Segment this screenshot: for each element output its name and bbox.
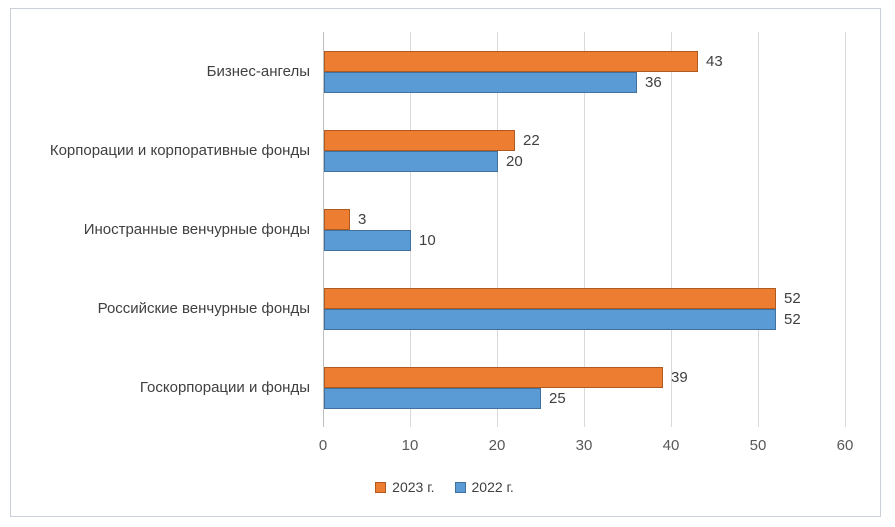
x-tick-label: 50 (749, 437, 767, 454)
bar-series-1-cat-1 (324, 151, 498, 172)
x-tick-label: 0 (318, 437, 328, 454)
x-tick-label: 30 (575, 437, 593, 454)
bar-series-0-cat-3 (324, 288, 776, 309)
category-label: Госкорпорации и фонды (139, 379, 310, 396)
bar-series-0-cat-1 (324, 130, 515, 151)
bar-series-0-cat-0 (324, 51, 698, 72)
gridline (584, 32, 585, 427)
legend-swatch-icon (375, 481, 387, 493)
data-label: 52 (784, 311, 801, 328)
data-label: 52 (784, 290, 801, 307)
category-label: Российские венчурные фонды (97, 300, 310, 317)
legend-label: 2022 г. (471, 479, 514, 495)
legend-swatch-icon (454, 481, 466, 493)
legend-label: 2023 г. (392, 479, 435, 495)
data-label: 25 (549, 390, 566, 407)
data-label: 3 (358, 211, 367, 228)
bar-series-1-cat-4 (324, 388, 541, 409)
bar-series-1-cat-0 (324, 72, 637, 93)
data-label: 36 (645, 74, 662, 91)
legend-item: 2022 г. (454, 479, 514, 495)
x-tick-label: 60 (836, 437, 854, 454)
category-label: Корпорации и корпоративные фонды (49, 142, 310, 159)
bar-series-0-cat-2 (324, 209, 350, 230)
category-label: Бизнес-ангелы (206, 63, 310, 80)
gridline (671, 32, 672, 427)
plot-area (323, 32, 846, 427)
data-label: 22 (523, 132, 540, 149)
x-tick-label: 10 (401, 437, 419, 454)
bar-series-1-cat-3 (324, 309, 776, 330)
bar-series-1-cat-2 (324, 230, 411, 251)
data-label: 10 (419, 232, 436, 249)
data-label: 43 (706, 53, 723, 70)
value-axis-line (323, 32, 324, 427)
category-label: Иностранные венчурные фонды (83, 221, 310, 238)
gridline (410, 32, 411, 427)
x-tick-label: 20 (488, 437, 506, 454)
gridline (845, 32, 846, 427)
bar-series-0-cat-4 (324, 367, 663, 388)
legend: 2023 г. 2022 г. (10, 476, 879, 498)
x-tick-label: 40 (662, 437, 680, 454)
gridline (758, 32, 759, 427)
legend-item: 2023 г. (375, 479, 435, 495)
data-label: 20 (506, 153, 523, 170)
gridline (497, 32, 498, 427)
data-label: 39 (671, 369, 688, 386)
